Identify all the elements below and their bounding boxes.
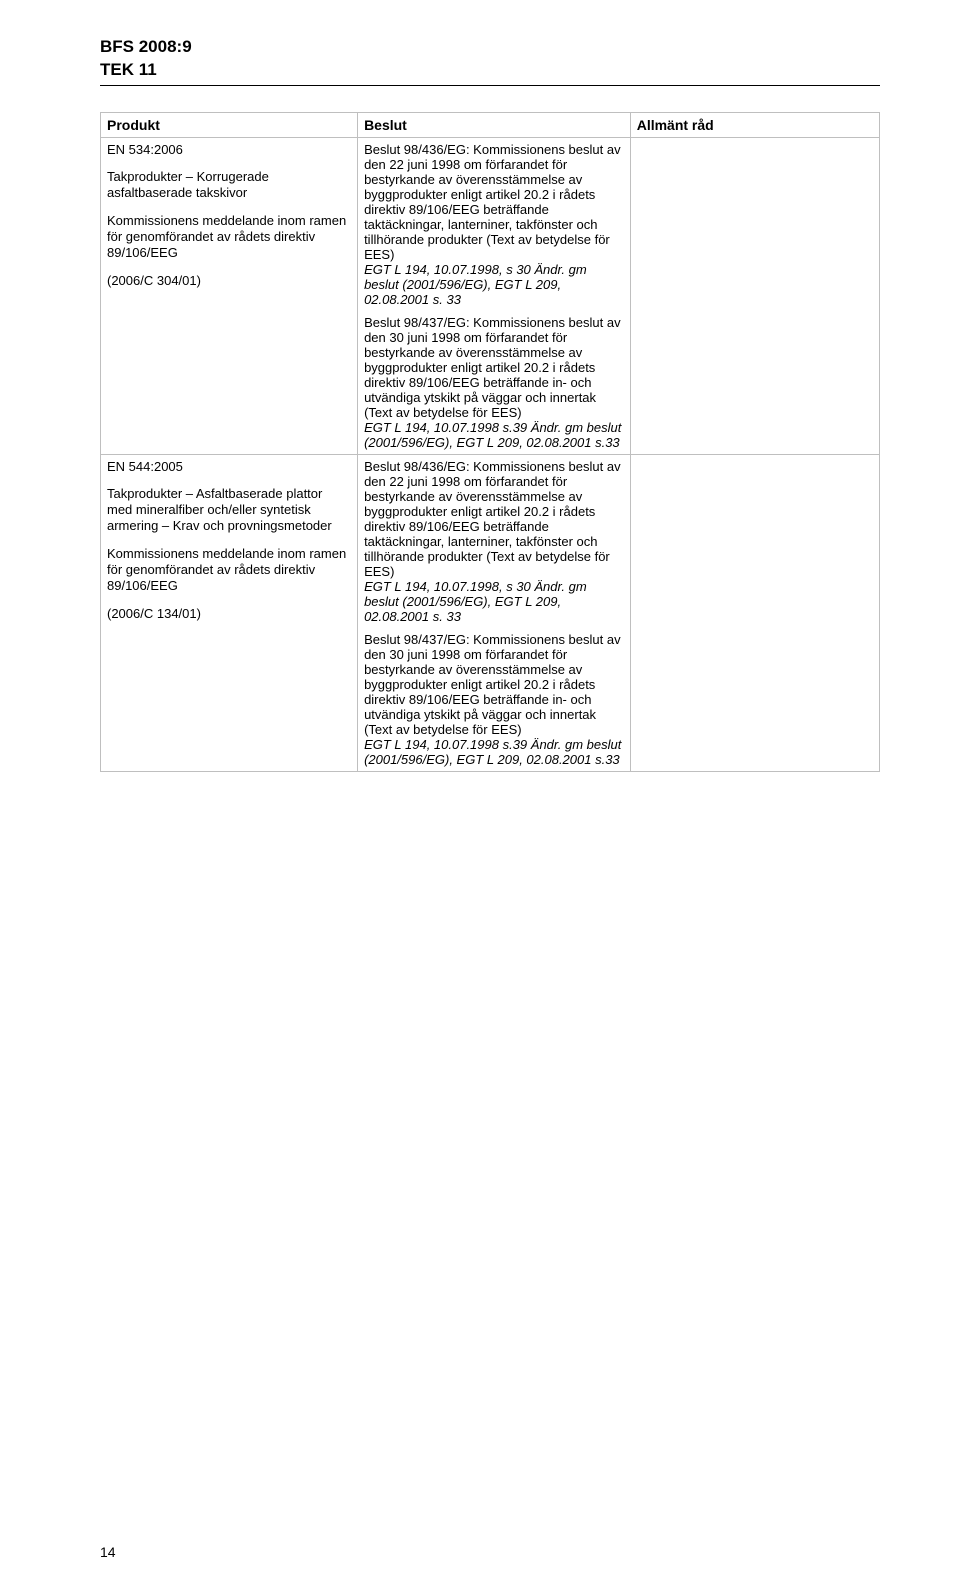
table-row: EN 544:2005 Takprodukter – Asfaltbaserad… [101, 454, 880, 771]
beslut-block: Beslut 98/436/EG: Kommissionens beslut a… [364, 142, 624, 307]
produkt-code: EN 544:2005 [107, 459, 351, 475]
cell-beslut: Beslut 98/436/EG: Kommissionens beslut a… [358, 454, 631, 771]
produkt-ref: (2006/C 134/01) [107, 606, 351, 622]
header-subtitle: TEK 11 [100, 59, 880, 80]
produkt-note: Kommissionens meddelande inom ramen för … [107, 213, 351, 261]
page-number: 14 [100, 1544, 116, 1560]
regulation-table: Produkt Beslut Allmänt råd EN 534:2006 T… [100, 112, 880, 772]
header-rule [100, 85, 880, 86]
col-header-rad: Allmänt råd [630, 112, 879, 137]
beslut-citation: EGT L 194, 10.07.1998, s 30 Ändr. gm bes… [364, 579, 587, 624]
beslut-block: Beslut 98/437/EG: Kommissionens beslut a… [364, 315, 624, 450]
beslut-citation: EGT L 194, 10.07.1998, s 30 Ändr. gm bes… [364, 262, 587, 307]
beslut-block: Beslut 98/436/EG: Kommissionens beslut a… [364, 459, 624, 624]
cell-beslut: Beslut 98/436/EG: Kommissionens beslut a… [358, 137, 631, 454]
cell-rad [630, 454, 879, 771]
beslut-text: Beslut 98/437/EG: Kommissionens beslut a… [364, 632, 621, 737]
col-header-beslut: Beslut [358, 112, 631, 137]
beslut-text: Beslut 98/436/EG: Kommissionens beslut a… [364, 142, 621, 262]
produkt-code: EN 534:2006 [107, 142, 351, 158]
document-page: BFS 2008:9 TEK 11 Produkt Beslut Allmänt… [0, 0, 960, 1596]
col-header-produkt: Produkt [101, 112, 358, 137]
header-title: BFS 2008:9 [100, 36, 880, 57]
cell-produkt: EN 534:2006 Takprodukter – Korrugerade a… [101, 137, 358, 454]
beslut-block: Beslut 98/437/EG: Kommissionens beslut a… [364, 632, 624, 767]
cell-rad [630, 137, 879, 454]
produkt-note: Kommissionens meddelande inom ramen för … [107, 546, 351, 594]
beslut-citation: EGT L 194, 10.07.1998 s.39 Ändr. gm besl… [364, 737, 621, 767]
produkt-name: Takprodukter – Asfaltbaserade plattor me… [107, 486, 351, 534]
beslut-text: Beslut 98/437/EG: Kommissionens beslut a… [364, 315, 621, 420]
table-header-row: Produkt Beslut Allmänt råd [101, 112, 880, 137]
cell-produkt: EN 544:2005 Takprodukter – Asfaltbaserad… [101, 454, 358, 771]
beslut-citation: EGT L 194, 10.07.1998 s.39 Ändr. gm besl… [364, 420, 621, 450]
produkt-ref: (2006/C 304/01) [107, 273, 351, 289]
produkt-name: Takprodukter – Korrugerade asfaltbaserad… [107, 169, 351, 201]
table-row: EN 534:2006 Takprodukter – Korrugerade a… [101, 137, 880, 454]
beslut-text: Beslut 98/436/EG: Kommissionens beslut a… [364, 459, 621, 579]
